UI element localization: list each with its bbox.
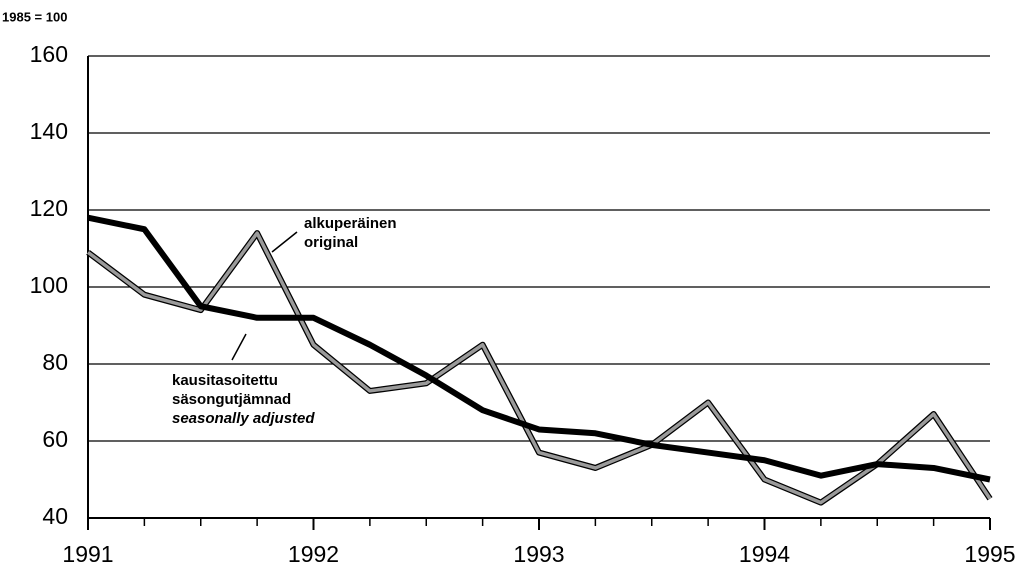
leader-line	[231, 333, 247, 361]
y-tick-label: 80	[42, 349, 68, 375]
x-tick-label: 1993	[513, 541, 564, 567]
x-tick-label: 1992	[288, 541, 339, 567]
series-outline	[86, 230, 993, 506]
y-tick-label: 160	[30, 41, 68, 67]
annotation: kausitasoitettu	[172, 372, 278, 389]
y-tick-label: 60	[42, 426, 68, 452]
y-tick-label: 100	[30, 272, 68, 298]
leader-line	[271, 231, 298, 253]
x-tick-label: 1995	[964, 541, 1015, 567]
x-tick-label: 1994	[739, 541, 790, 567]
annotation: alkuperäinen	[304, 215, 397, 232]
annotation: original	[304, 234, 358, 251]
series-line	[87, 214, 991, 483]
annotation: säsongutjämnad	[172, 391, 291, 408]
y-tick-label: 40	[42, 503, 68, 529]
y-axis-label: 1985 = 100	[2, 9, 67, 24]
series-line	[86, 231, 992, 505]
y-tick-label: 140	[30, 118, 68, 144]
y-tick-label: 120	[30, 195, 68, 221]
x-tick-label: 1991	[62, 541, 113, 567]
annotation: seasonally adjusted	[172, 410, 315, 427]
